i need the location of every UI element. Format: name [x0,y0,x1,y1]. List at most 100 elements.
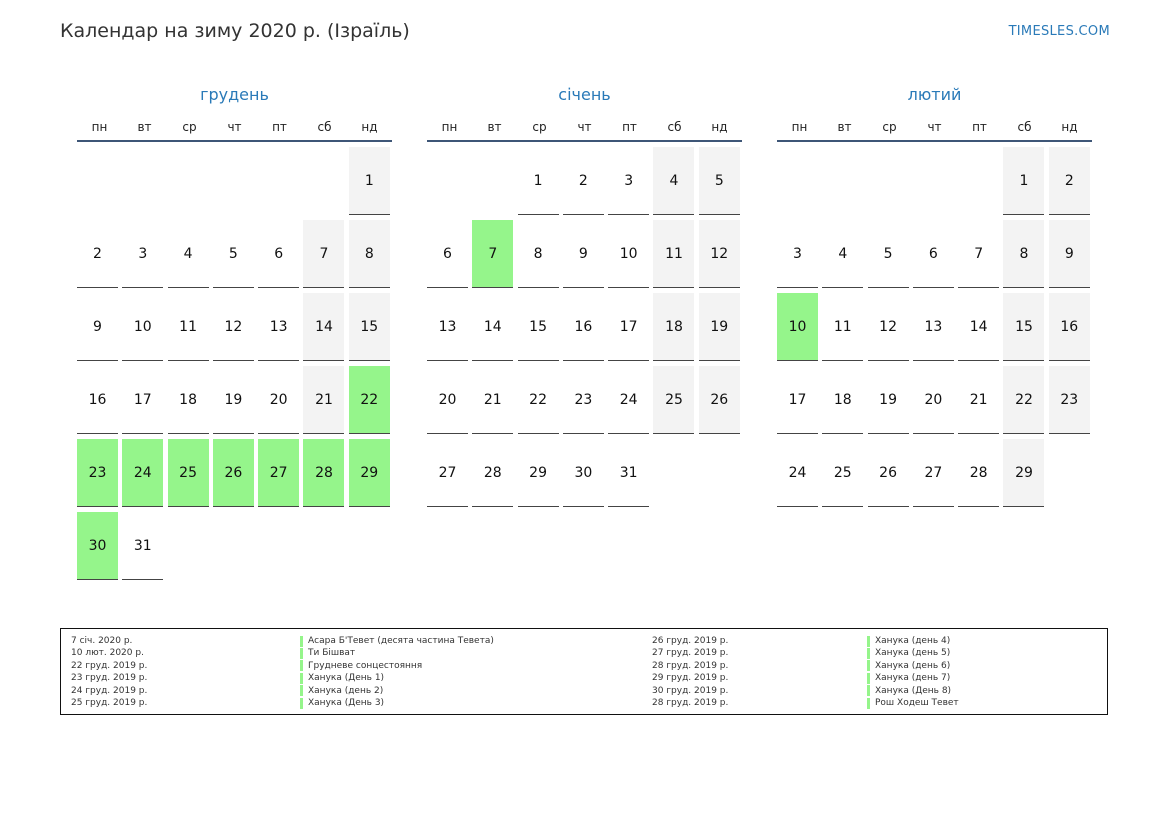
legend-item: Грудневе сонцестояння [300,660,494,672]
empty-cell [168,147,209,215]
holiday-color-marker [867,672,870,684]
legend-item: Ти Бішват [300,647,494,660]
legend-dates-left: 7 січ. 2020 р. 10 лют. 2020 р. 22 груд. 20… [71,635,147,709]
holiday-day-cell: 23 [77,439,118,507]
day-cell: 6 [258,220,300,288]
day-cell: 17 [608,293,650,361]
day-cell: 8 [1003,220,1045,288]
holiday-color-marker [867,660,870,672]
holiday-color-marker [867,685,870,697]
day-cell: 20 [258,366,300,434]
day-cell: 18 [822,366,864,434]
holiday-legend: 7 січ. 2020 р. 10 лют. 2020 р. 22 груд. 20… [60,628,1108,715]
legend-date: 28 груд. 2019 р. [652,660,729,671]
legend-date: 25 груд. 2019 р. [71,697,148,708]
empty-cell [303,147,344,215]
weekday-label: пн [791,120,808,134]
empty-cell [958,147,999,215]
day-cell: 4 [822,220,864,288]
legend-holiday-name: Рош Ходеш Тевет [875,697,959,708]
day-cell: 2 [77,220,118,288]
day-cell: 8 [517,220,559,288]
day-cell: 27 [427,439,468,507]
day-cell: 2 [562,147,604,215]
legend-holiday-name: Ханука (день 5) [875,648,951,659]
empty-cell [77,147,118,215]
day-cell: 9 [1048,220,1090,288]
legend-date: 28 груд. 2019 р. [652,697,729,708]
holiday-color-marker [300,635,303,647]
legend-date: 30 груд. 2019 р. [652,685,729,696]
holiday-color-marker [300,685,303,697]
day-cell: 25 [653,366,695,434]
page-title: Календар на зиму 2020 р. (Ізраїль) [60,20,410,42]
legend-holiday-name: Ханука (День 3) [308,697,385,708]
day-cell: 16 [562,293,604,361]
weekday-label: вт [837,120,852,134]
day-cell: 15 [348,293,390,361]
day-cell: 6 [427,220,468,288]
day-cell: 31 [608,439,650,507]
weekday-divider [777,140,1092,142]
legend-holiday-name: Ханука (день 2) [308,685,384,696]
day-cell: 13 [427,293,468,361]
empty-cell [213,147,254,215]
legend-date: 29 груд. 2019 р. [652,673,729,684]
day-cell: 25 [822,439,864,507]
day-cell: 13 [258,293,300,361]
day-cell: 22 [1003,366,1045,434]
empty-cell [472,147,513,215]
holiday-color-marker [867,648,870,660]
day-cell: 11 [167,293,209,361]
day-cell: 10 [122,293,164,361]
holiday-color-marker [867,697,870,709]
day-cell: 22 [517,366,559,434]
day-cell: 9 [562,220,604,288]
legend-date: 10 лют. 2020 р. [71,648,144,659]
empty-cell [777,147,818,215]
weekday-label: пт [972,120,987,134]
month-december: грудень пн вт ср чт пт сб нд 1 2 3 4 5 6 7 8 9 10 11 12 13… [77,84,392,580]
month-name: січень [558,85,611,104]
day-cell: 28 [472,439,514,507]
day-cell: 17 [122,366,164,434]
day-cell: 14 [303,293,345,361]
day-cell: 15 [517,293,559,361]
legend-date: 27 груд. 2019 р. [652,648,729,659]
weekday-label: вт [487,120,502,134]
weekday-label: пт [622,120,637,134]
day-cell: 23 [562,366,604,434]
day-cell: 21 [958,366,1000,434]
holiday-color-marker [300,648,303,660]
day-cell: 5 [867,220,909,288]
day-cell: 3 [122,220,164,288]
holiday-color-marker [300,660,303,672]
day-cell: 12 [867,293,909,361]
weekday-divider [77,140,392,142]
day-cell: 5 [212,220,254,288]
month-february: лютий пн вт ср чт пт сб нд 1 2 3 4 5 6 7 8 9 10 11 12 13 14… [777,84,1092,507]
holiday-day-cell: 25 [167,439,209,507]
site-link[interactable]: TIMESLES.COM [1008,24,1110,39]
weekday-header: пн вт ср чт пт сб нд [77,114,392,140]
weekday-label: вт [137,120,152,134]
weekday-label: сб [667,120,682,134]
day-cell: 14 [958,293,1000,361]
weekday-label: нд [711,120,728,134]
legend-date: 7 січ. 2020 р. [71,636,133,646]
day-cell: 3 [777,220,818,288]
day-cell: 15 [1003,293,1045,361]
weekday-label: нд [1061,120,1078,134]
weekday-label: сб [1017,120,1032,134]
weekday-divider [427,140,742,142]
weekday-header: пн вт ср чт пт сб нд [427,114,742,140]
legend-item: Ханука (День 1) [300,672,494,684]
holiday-day-cell: 10 [777,293,818,361]
day-cell: 11 [653,220,695,288]
legend-item: Ханука (День 8) [867,685,959,697]
legend-item: Ханука (день 4) [867,635,959,647]
day-cell: 4 [167,220,209,288]
day-cell: 11 [822,293,864,361]
weekday-label: чт [577,120,592,134]
legend-item: Ханука (День 3) [300,697,494,709]
